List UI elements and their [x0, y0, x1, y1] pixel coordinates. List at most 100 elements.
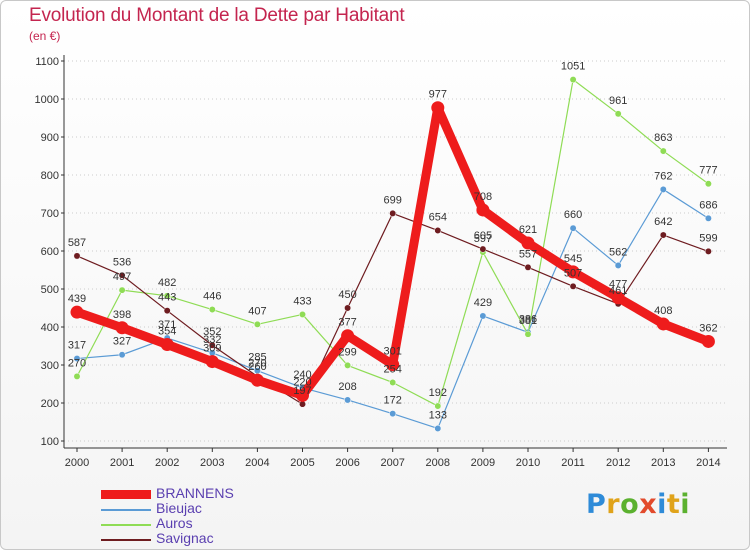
- data-label-bieujac: 208: [338, 381, 356, 393]
- data-label-auros: 433: [293, 295, 311, 307]
- data-label-bieujac: 327: [113, 336, 131, 348]
- data-label-savignac: 654: [429, 211, 447, 223]
- y-tick-label: 1000: [35, 94, 59, 106]
- point-savignac: [479, 245, 487, 253]
- data-label-auros: 597: [474, 233, 492, 245]
- point-bieujac: [389, 410, 397, 418]
- legend-label: BRANNENS: [156, 485, 234, 501]
- data-label-brannens: 354: [158, 325, 176, 337]
- data-label-savignac: 699: [384, 194, 402, 206]
- legend-label: Savignac: [156, 530, 214, 546]
- data-label-brannens: 220: [293, 376, 311, 388]
- point-savignac: [208, 341, 216, 349]
- point-savignac: [434, 227, 442, 234]
- point-savignac: [704, 247, 712, 255]
- logo-letter: o: [620, 489, 640, 520]
- unit-label: (en €): [29, 29, 61, 43]
- point-bieujac: [434, 425, 442, 432]
- point-savignac: [344, 304, 352, 312]
- x-tick-label: 2004: [245, 457, 269, 469]
- point-auros: [208, 306, 216, 313]
- chart-title: Evolution du Montant de la Dette par Hab…: [29, 5, 405, 26]
- data-label-brannens: 439: [68, 293, 86, 305]
- data-label-auros: 381: [519, 315, 537, 327]
- legend-item-savignac: Savignac: [101, 530, 361, 547]
- data-label-savignac: 443: [158, 292, 176, 304]
- data-label-bieujac: 686: [699, 199, 717, 211]
- y-tick-label: 500: [41, 284, 59, 296]
- data-label-bieujac: 371: [158, 319, 176, 331]
- x-tick-label: 2012: [606, 457, 630, 469]
- data-label-brannens: 977: [429, 89, 447, 101]
- point-brannens: [250, 373, 264, 387]
- logo-letter: i: [680, 489, 691, 520]
- data-label-bieujac: 172: [384, 395, 402, 407]
- data-label-bieujac: 285: [248, 352, 266, 364]
- y-tick-label: 1100: [35, 56, 59, 68]
- legend-item-brannens: BRANNENS: [101, 485, 361, 502]
- logo-letter: P: [586, 489, 607, 520]
- point-brannens: [386, 358, 400, 372]
- data-label-savignac: 270: [248, 357, 266, 369]
- data-label-brannens: 398: [113, 309, 131, 321]
- point-bieujac: [73, 355, 81, 362]
- point-brannens: [205, 355, 219, 369]
- data-label-auros: 1051: [561, 61, 585, 73]
- x-tick-label: 2013: [651, 457, 675, 469]
- legend-label: Bieujac: [156, 500, 202, 516]
- data-label-savignac: 599: [699, 232, 717, 244]
- legend-item-bieujac: Bieujac: [101, 500, 361, 517]
- x-tick-label: 2011: [561, 457, 585, 469]
- data-label-auros: 446: [203, 291, 221, 303]
- point-auros: [299, 311, 306, 318]
- data-label-bieujac: 660: [564, 209, 582, 221]
- data-label-auros: 299: [338, 346, 356, 358]
- logo-letter: i: [657, 489, 667, 520]
- point-auros: [344, 361, 352, 369]
- data-label-brannens: 377: [338, 317, 356, 329]
- point-auros: [614, 110, 622, 118]
- y-tick-label: 400: [41, 322, 59, 334]
- point-bieujac: [118, 351, 126, 359]
- series-line-savignac: [76, 212, 710, 405]
- data-label-auros: 192: [429, 387, 447, 399]
- series-line-bieujac: [76, 188, 710, 430]
- point-savignac: [659, 231, 667, 239]
- y-tick-label: 900: [41, 132, 59, 144]
- x-tick-label: 2014: [696, 457, 720, 469]
- point-auros: [73, 372, 81, 380]
- data-label-bieujac: 133: [429, 409, 447, 421]
- legend-swatch: [101, 490, 151, 499]
- data-label-brannens: 621: [519, 224, 537, 236]
- x-tick-label: 2006: [335, 457, 359, 469]
- legend-item-auros: Auros: [101, 516, 361, 532]
- point-savignac: [118, 271, 126, 279]
- x-tick-label: 2003: [200, 457, 224, 469]
- data-label-brannens: 309: [203, 343, 221, 355]
- point-auros: [704, 180, 712, 188]
- data-label-auros: 270: [68, 357, 86, 369]
- point-brannens: [611, 291, 625, 305]
- data-label-brannens: 301: [384, 346, 402, 358]
- data-label-auros: 961: [609, 95, 627, 107]
- legend: BRANNENS Bieujac Auros Savignac: [101, 485, 361, 547]
- data-label-bieujac: 429: [474, 297, 492, 309]
- x-tick-label: 2005: [290, 457, 314, 469]
- data-label-savignac: 642: [654, 216, 672, 228]
- data-label-savignac: 587: [68, 237, 86, 249]
- data-label-savignac: 461: [609, 285, 627, 297]
- data-label-brannens: 477: [609, 279, 627, 291]
- data-label-savignac: 450: [338, 289, 356, 301]
- data-label-bieujac: 317: [68, 340, 86, 352]
- point-savignac: [163, 307, 171, 315]
- point-brannens: [656, 317, 670, 331]
- data-label-savignac: 536: [113, 256, 131, 268]
- point-savignac: [73, 252, 81, 260]
- data-label-bieujac: 762: [654, 170, 672, 182]
- point-auros: [524, 330, 532, 338]
- legend-swatch: [101, 524, 151, 526]
- point-brannens: [296, 388, 309, 402]
- point-auros: [569, 76, 577, 84]
